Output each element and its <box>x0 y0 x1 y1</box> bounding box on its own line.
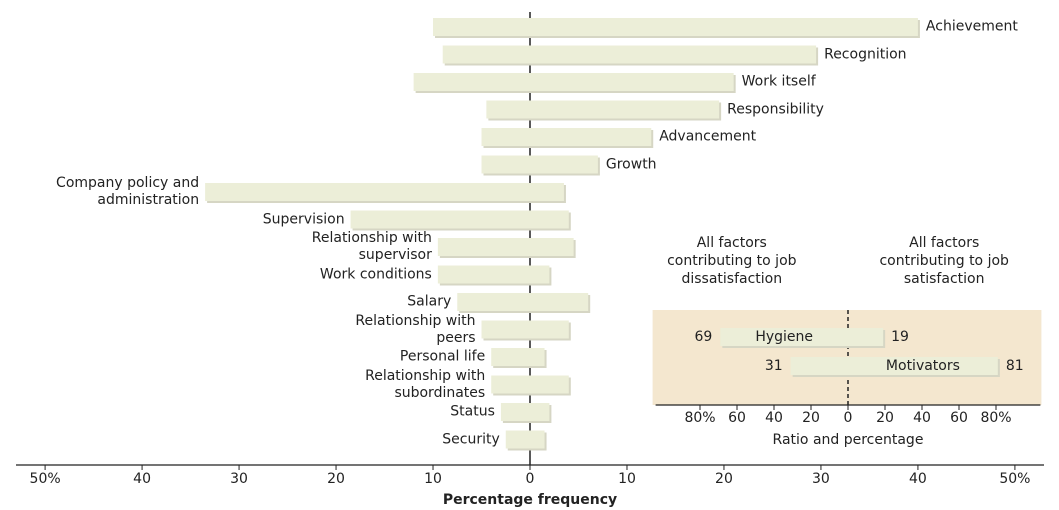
bar <box>530 18 918 36</box>
bar <box>530 128 652 146</box>
category-label: Status <box>450 403 495 420</box>
category-label: Relationship with peers <box>355 312 476 346</box>
x-tick-label: 80% <box>684 410 715 426</box>
x-tick-label: 10 <box>424 471 442 487</box>
x-tick-label: 50% <box>999 471 1030 487</box>
x-tick-label: 40 <box>765 410 783 426</box>
x-tick-label: 60 <box>950 410 968 426</box>
value-label: 31 <box>765 358 783 374</box>
bar <box>530 238 574 256</box>
bar <box>530 320 569 339</box>
category-label: Growth <box>605 156 657 172</box>
value-label: 69 <box>695 329 713 345</box>
bar <box>530 155 598 174</box>
bar <box>437 238 530 256</box>
category-label: Personal life <box>399 348 486 365</box>
category-label: Relationship with subordinates <box>365 367 486 401</box>
bar <box>457 293 530 311</box>
x-tick-label: 30 <box>230 471 248 487</box>
bar <box>442 45 530 64</box>
bar <box>530 45 817 64</box>
x-tick-label: 40 <box>133 471 151 487</box>
category-label: Security <box>442 431 500 447</box>
x-tick-label: 20 <box>327 471 345 487</box>
bar <box>530 210 569 229</box>
bar <box>530 430 545 449</box>
bar <box>481 128 530 146</box>
x-tick-label: 20 <box>876 410 894 426</box>
x-tick-label: 30 <box>812 471 830 487</box>
series-header: All factors contributing to job satisfac… <box>879 235 1009 287</box>
category-label: Advancement <box>659 128 757 145</box>
x-tick-label: 80% <box>980 410 1011 426</box>
bar <box>505 430 530 449</box>
x-tick-label: 40 <box>913 410 931 426</box>
category-label: Supervision <box>262 211 345 227</box>
bar <box>530 293 589 311</box>
x-tick-label: 20 <box>715 471 733 487</box>
category-label: Work itself <box>741 73 816 90</box>
bar <box>530 403 550 421</box>
bar <box>530 348 545 366</box>
series-header: All factors contributing to job dissatis… <box>667 235 797 287</box>
bar <box>491 348 530 366</box>
bar <box>437 265 530 284</box>
x-tick-label: 60 <box>728 410 746 426</box>
bar <box>481 320 530 339</box>
bar <box>500 403 530 421</box>
bar <box>848 328 884 346</box>
category-label: Salary <box>407 293 452 310</box>
x-tick-label: 50% <box>30 471 61 487</box>
bar <box>530 265 550 284</box>
bar <box>530 375 569 394</box>
bar <box>720 328 848 346</box>
bar <box>481 155 530 174</box>
category-label: Responsibility <box>727 101 824 117</box>
x-tick-label: 20 <box>802 410 820 426</box>
bar <box>205 183 530 201</box>
category-label: Motivators <box>886 358 960 374</box>
x-tick-label: 0 <box>526 471 535 487</box>
bar <box>433 18 530 36</box>
category-label: Relationship with supervisor <box>311 230 432 263</box>
bar <box>413 73 530 91</box>
value-label: 81 <box>1006 358 1024 374</box>
bar <box>530 183 564 201</box>
bar <box>350 210 530 229</box>
x-tick-label: 40 <box>909 471 927 487</box>
category-label: Achievement <box>925 18 1018 35</box>
category-label: Company policy and administration <box>56 175 200 208</box>
value-label: 19 <box>891 329 909 345</box>
x-tick-label: 0 <box>844 410 853 426</box>
x-axis-label: Ratio and percentage <box>773 432 924 448</box>
bar <box>491 375 530 394</box>
bar <box>848 357 998 375</box>
bar <box>530 73 734 91</box>
x-tick-label: 10 <box>618 471 636 487</box>
x-axis-label: Percentage frequency <box>443 492 617 508</box>
bar <box>486 100 530 119</box>
category-label: Hygiene <box>755 329 813 345</box>
bar <box>790 357 848 375</box>
category-label: Work conditions <box>319 266 432 282</box>
category-label: Recognition <box>824 46 907 62</box>
bar <box>530 100 720 119</box>
